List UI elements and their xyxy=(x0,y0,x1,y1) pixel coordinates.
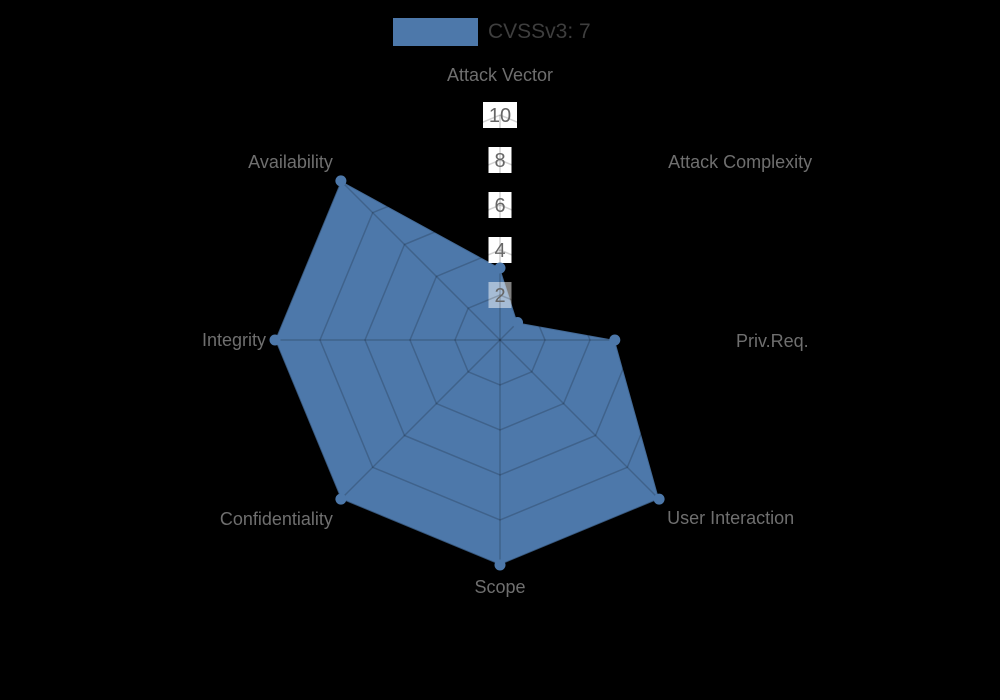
legend-item[interactable]: CVSSv3: 7 xyxy=(393,18,591,46)
legend-label: CVSSv3: 7 xyxy=(488,20,591,43)
series-point-confidentiality xyxy=(335,493,347,505)
grid-ring-2 xyxy=(454,294,546,386)
r-tick-box-8 xyxy=(488,147,512,173)
legend-swatch xyxy=(393,18,478,46)
axis-label-scope: Scope xyxy=(474,577,525,597)
r-tick-box-2 xyxy=(488,282,512,308)
grid-ring-8 xyxy=(319,159,681,521)
r-tick-label-2: 2 xyxy=(494,285,505,307)
grid-ring-6 xyxy=(364,204,636,476)
axis-label-attack-complexity: Attack Complexity xyxy=(668,152,812,172)
axis-label-user-interaction: User Interaction xyxy=(667,508,794,528)
series-point-integrity xyxy=(269,334,281,346)
grid-spoke-availability xyxy=(340,180,501,341)
r-tick-label-10: 10 xyxy=(489,105,511,127)
series-point-attack-complexity xyxy=(512,317,523,328)
grid-ring-4 xyxy=(409,249,591,431)
r-tick-box-4 xyxy=(488,237,512,263)
r-tick-box-6 xyxy=(488,192,512,218)
axis-label-priv-req: Priv.Req. xyxy=(736,331,809,351)
axis-label-attack-vector: Attack Vector xyxy=(447,65,553,85)
r-tick-label-6: 6 xyxy=(494,195,505,217)
series-point-scope xyxy=(494,559,506,571)
axis-label-availability: Availability xyxy=(248,152,333,172)
series-point-priv-req xyxy=(609,334,621,346)
axis-label-confidentiality: Confidentiality xyxy=(220,509,333,529)
r-tick-label-8: 8 xyxy=(494,150,505,172)
grid-spoke-attack-complexity xyxy=(499,180,660,341)
axis-label-integrity: Integrity xyxy=(202,330,266,350)
r-tick-box-10 xyxy=(483,102,517,128)
grid-spoke-user-interaction xyxy=(499,339,660,500)
series-point-attack-vector xyxy=(494,262,506,274)
r-tick-label-4: 4 xyxy=(494,240,505,262)
series-point-availability xyxy=(335,175,347,187)
series-point-user-interaction xyxy=(653,493,665,505)
grid-spoke-confidentiality xyxy=(340,339,501,500)
